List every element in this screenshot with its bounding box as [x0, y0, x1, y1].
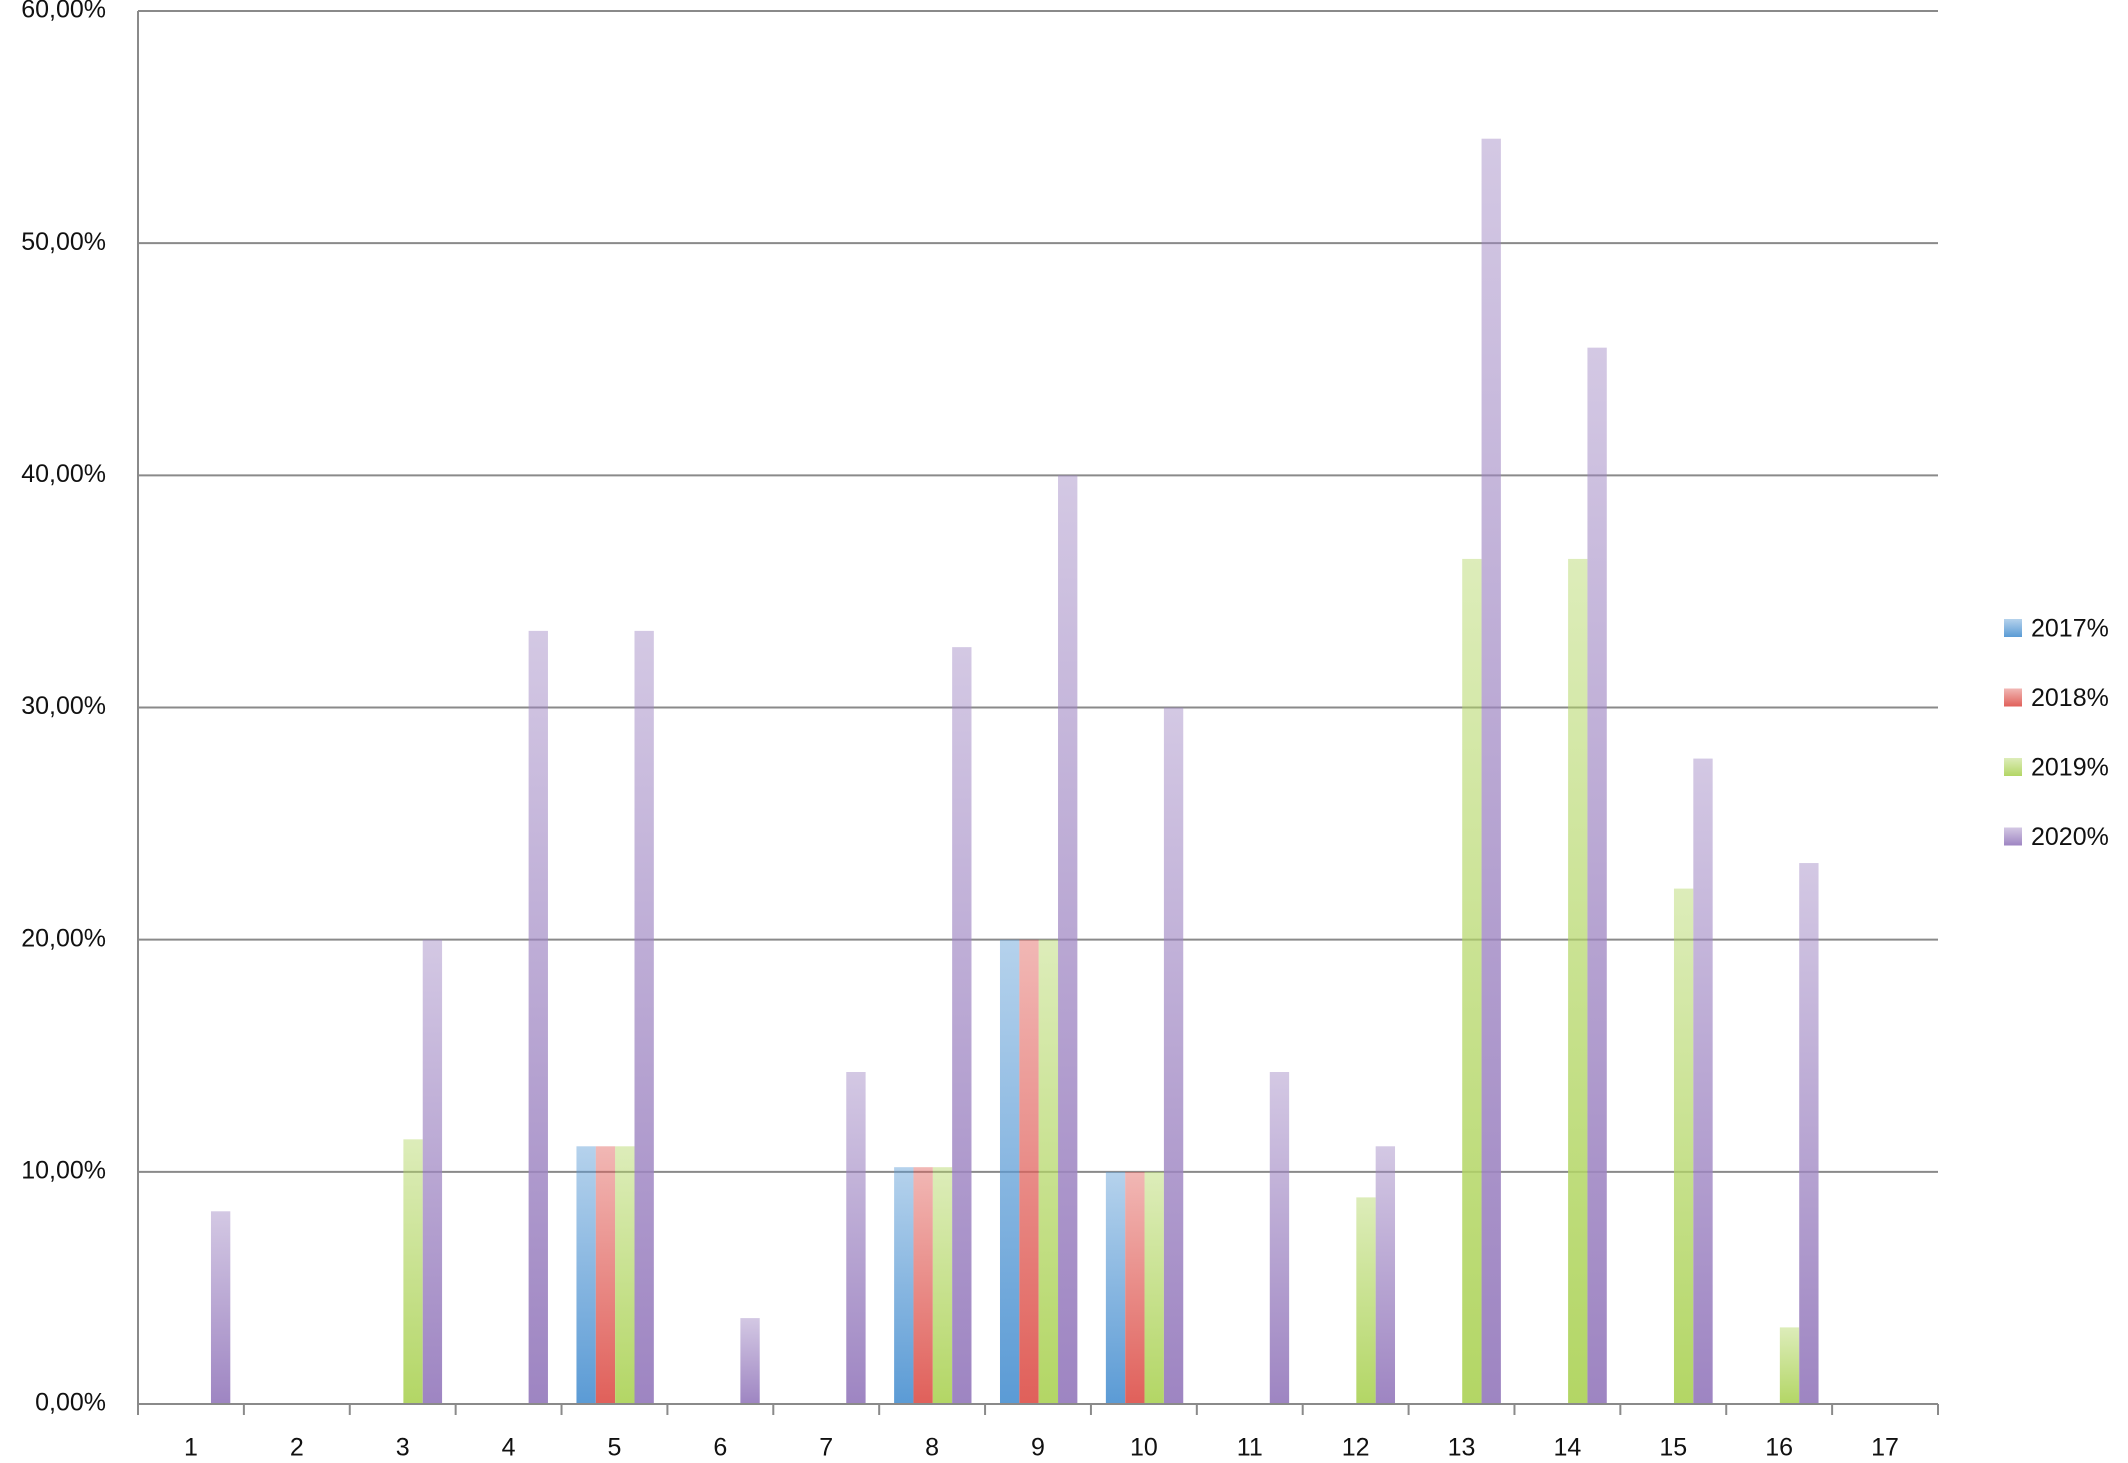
bar — [1693, 758, 1713, 1404]
legend-swatch — [2004, 688, 2022, 707]
bar — [1673, 888, 1694, 1404]
legend-label: 2018% — [2031, 684, 2109, 712]
bar — [634, 630, 654, 1404]
x-tick-label: 1 — [184, 1434, 198, 1462]
bar — [1105, 1171, 1126, 1404]
x-tick-label: 10 — [1130, 1434, 1158, 1462]
legend-label: 2017% — [2031, 615, 2109, 643]
bar — [210, 1211, 231, 1404]
bar — [1058, 475, 1078, 1404]
bar — [576, 1146, 596, 1404]
legend-label: 2019% — [2031, 754, 2109, 782]
x-tick-label: 15 — [1659, 1434, 1687, 1462]
bar — [999, 939, 1020, 1404]
x-tick-label: 16 — [1765, 1434, 1793, 1462]
bar — [1356, 1197, 1376, 1404]
x-tick-label: 14 — [1554, 1434, 1582, 1462]
y-tick-label: 30,00% — [21, 692, 106, 720]
bar — [595, 1146, 616, 1404]
bar — [846, 1072, 866, 1404]
x-tick-label: 4 — [502, 1434, 516, 1462]
x-tick-label: 6 — [713, 1434, 727, 1462]
legend-swatch — [2004, 827, 2022, 846]
x-tick-label: 12 — [1342, 1434, 1370, 1462]
x-tick-label: 7 — [819, 1434, 833, 1462]
y-tick-label: 10,00% — [21, 1156, 106, 1184]
y-tick-label: 0,00% — [35, 1389, 106, 1417]
x-tick-label: 3 — [396, 1434, 410, 1462]
bar — [740, 1318, 760, 1404]
y-tick-label: 40,00% — [21, 460, 106, 488]
bar — [1799, 863, 1819, 1404]
x-tick-label: 5 — [608, 1434, 622, 1462]
bar — [1269, 1072, 1290, 1404]
bar — [913, 1167, 933, 1404]
y-tick-label: 50,00% — [21, 228, 106, 256]
y-tick-label: 60,00% — [21, 0, 106, 24]
bar — [932, 1167, 953, 1404]
legend-label: 2020% — [2031, 823, 2109, 851]
bar — [422, 939, 443, 1404]
bar — [615, 1146, 635, 1404]
x-tick-label: 9 — [1031, 1434, 1045, 1462]
bar — [1144, 1171, 1164, 1404]
bar — [1481, 138, 1501, 1405]
bar — [1375, 1146, 1396, 1404]
bar — [1019, 939, 1039, 1404]
y-tick-label: 20,00% — [21, 924, 106, 952]
legend-swatch — [2004, 758, 2022, 776]
bar — [1125, 1171, 1145, 1404]
bar — [1587, 347, 1607, 1405]
x-tick-label: 17 — [1871, 1434, 1899, 1462]
bar — [403, 1139, 423, 1404]
x-tick-label: 8 — [925, 1434, 939, 1462]
bar — [528, 630, 548, 1404]
legend-swatch — [2004, 619, 2022, 637]
x-tick-label: 2 — [290, 1434, 304, 1462]
x-tick-label: 11 — [1237, 1434, 1263, 1462]
bar — [1568, 558, 1588, 1404]
bar — [1038, 939, 1059, 1404]
bar — [894, 1167, 914, 1404]
bar — [952, 647, 972, 1404]
bar — [1163, 707, 1184, 1404]
x-tick-label: 13 — [1448, 1434, 1476, 1462]
bar — [1779, 1327, 1800, 1404]
bar — [1462, 558, 1482, 1404]
